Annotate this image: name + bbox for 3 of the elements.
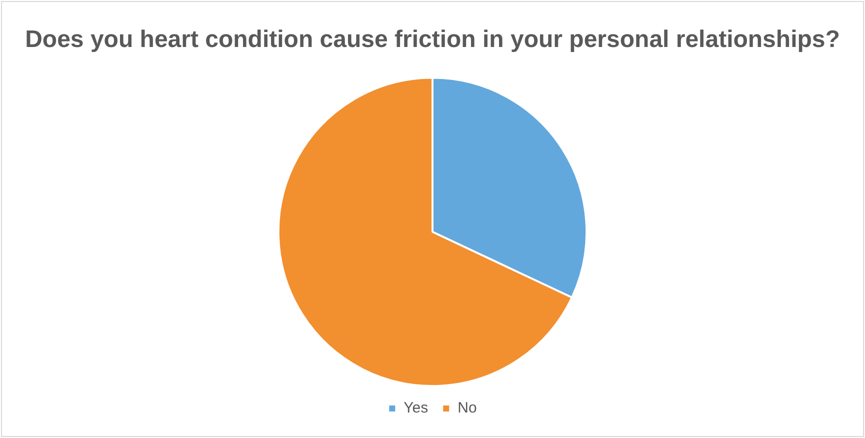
legend-label: No	[458, 400, 477, 417]
legend-label: Yes	[404, 400, 428, 417]
chart-title: Does you heart condition cause friction in your personal relationships?	[25, 26, 840, 54]
